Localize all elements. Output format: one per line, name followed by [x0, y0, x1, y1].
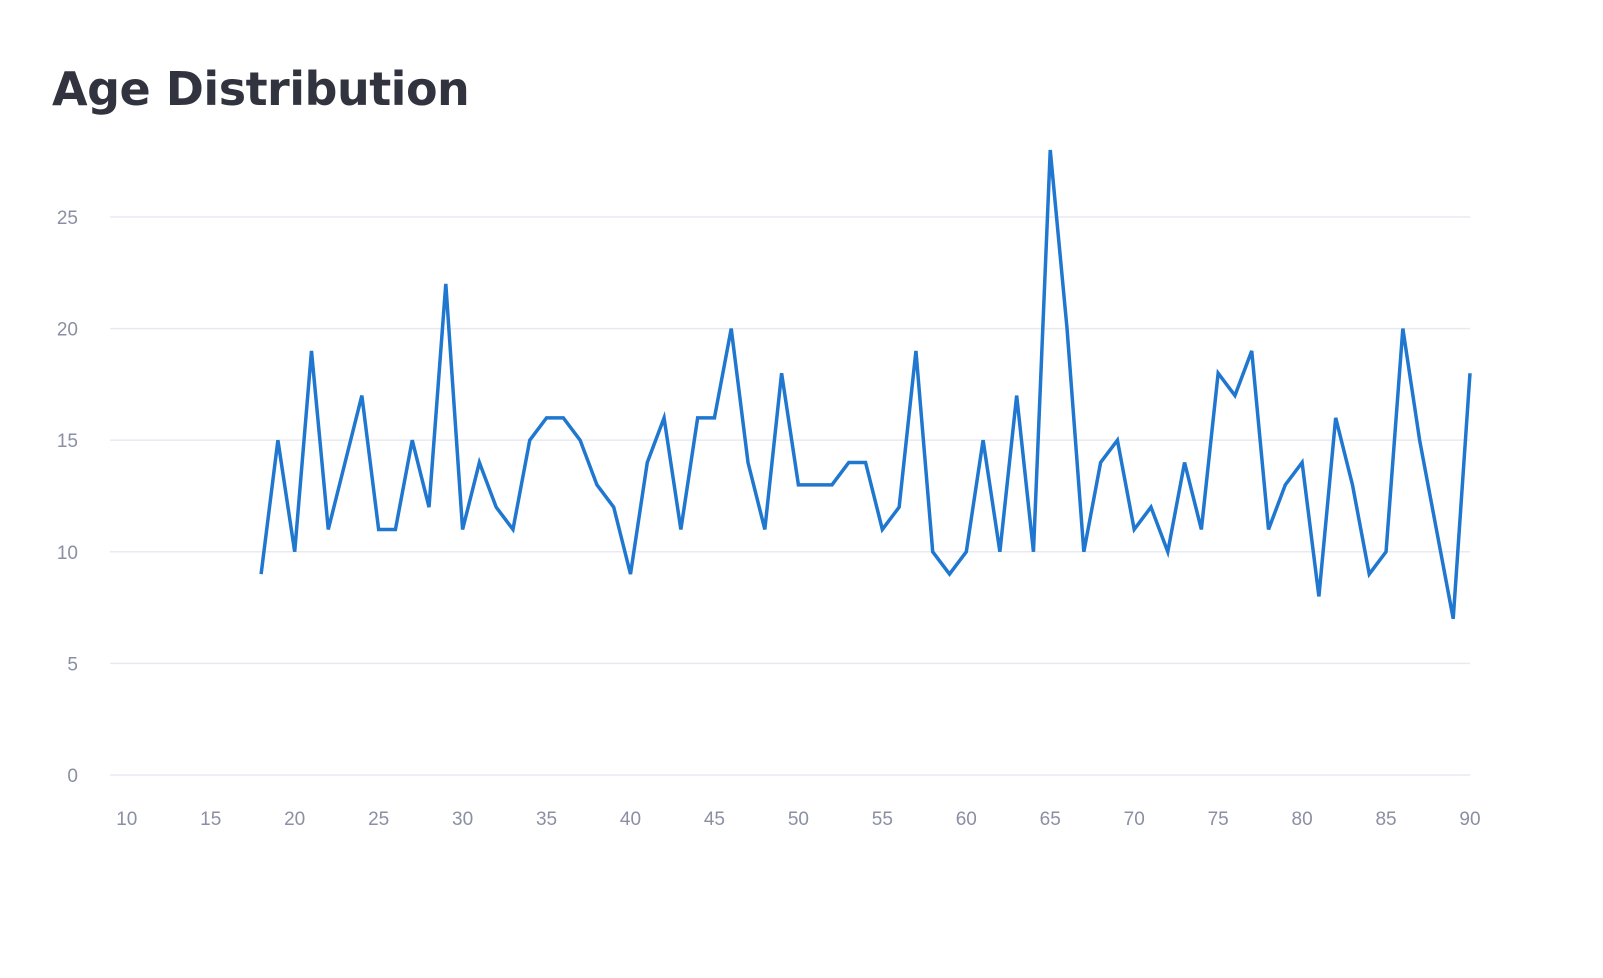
x-tick-label: 50 [788, 809, 809, 830]
x-tick-label: 10 [116, 809, 137, 830]
x-tick-label: 15 [200, 809, 221, 830]
x-tick-label: 45 [704, 809, 725, 830]
y-tick-label: 0 [67, 766, 78, 787]
x-tick-label: 35 [536, 809, 557, 830]
x-tick-label: 65 [1040, 809, 1061, 830]
x-tick-label: 75 [1208, 809, 1229, 830]
y-tick-label: 25 [57, 208, 78, 229]
x-tick-label: 55 [872, 809, 893, 830]
chart-title: Age Distribution [52, 62, 470, 116]
y-tick-label: 10 [57, 543, 78, 564]
x-tick-label: 30 [452, 809, 473, 830]
x-tick-label: 80 [1292, 809, 1313, 830]
y-tick-label: 15 [57, 431, 78, 452]
y-axis-ticks: 0 5 10 15 20 25 [57, 208, 78, 787]
x-axis-ticks: 10 15 20 25 30 35 40 45 50 55 60 65 70 75 80 85 90 [116, 809, 1480, 830]
x-tick-label: 60 [956, 809, 977, 830]
series-layer [259, 149, 1472, 620]
series-line-0 [259, 149, 1472, 620]
y-tick-label: 20 [57, 320, 78, 341]
x-tick-label: 25 [368, 809, 389, 830]
x-tick-label: 70 [1124, 809, 1145, 830]
x-tick-label: 20 [284, 809, 305, 830]
x-tick-label: 85 [1375, 809, 1396, 830]
y-tick-label: 5 [67, 654, 78, 675]
x-tick-label: 90 [1459, 809, 1480, 830]
x-tick-label: 40 [620, 809, 641, 830]
